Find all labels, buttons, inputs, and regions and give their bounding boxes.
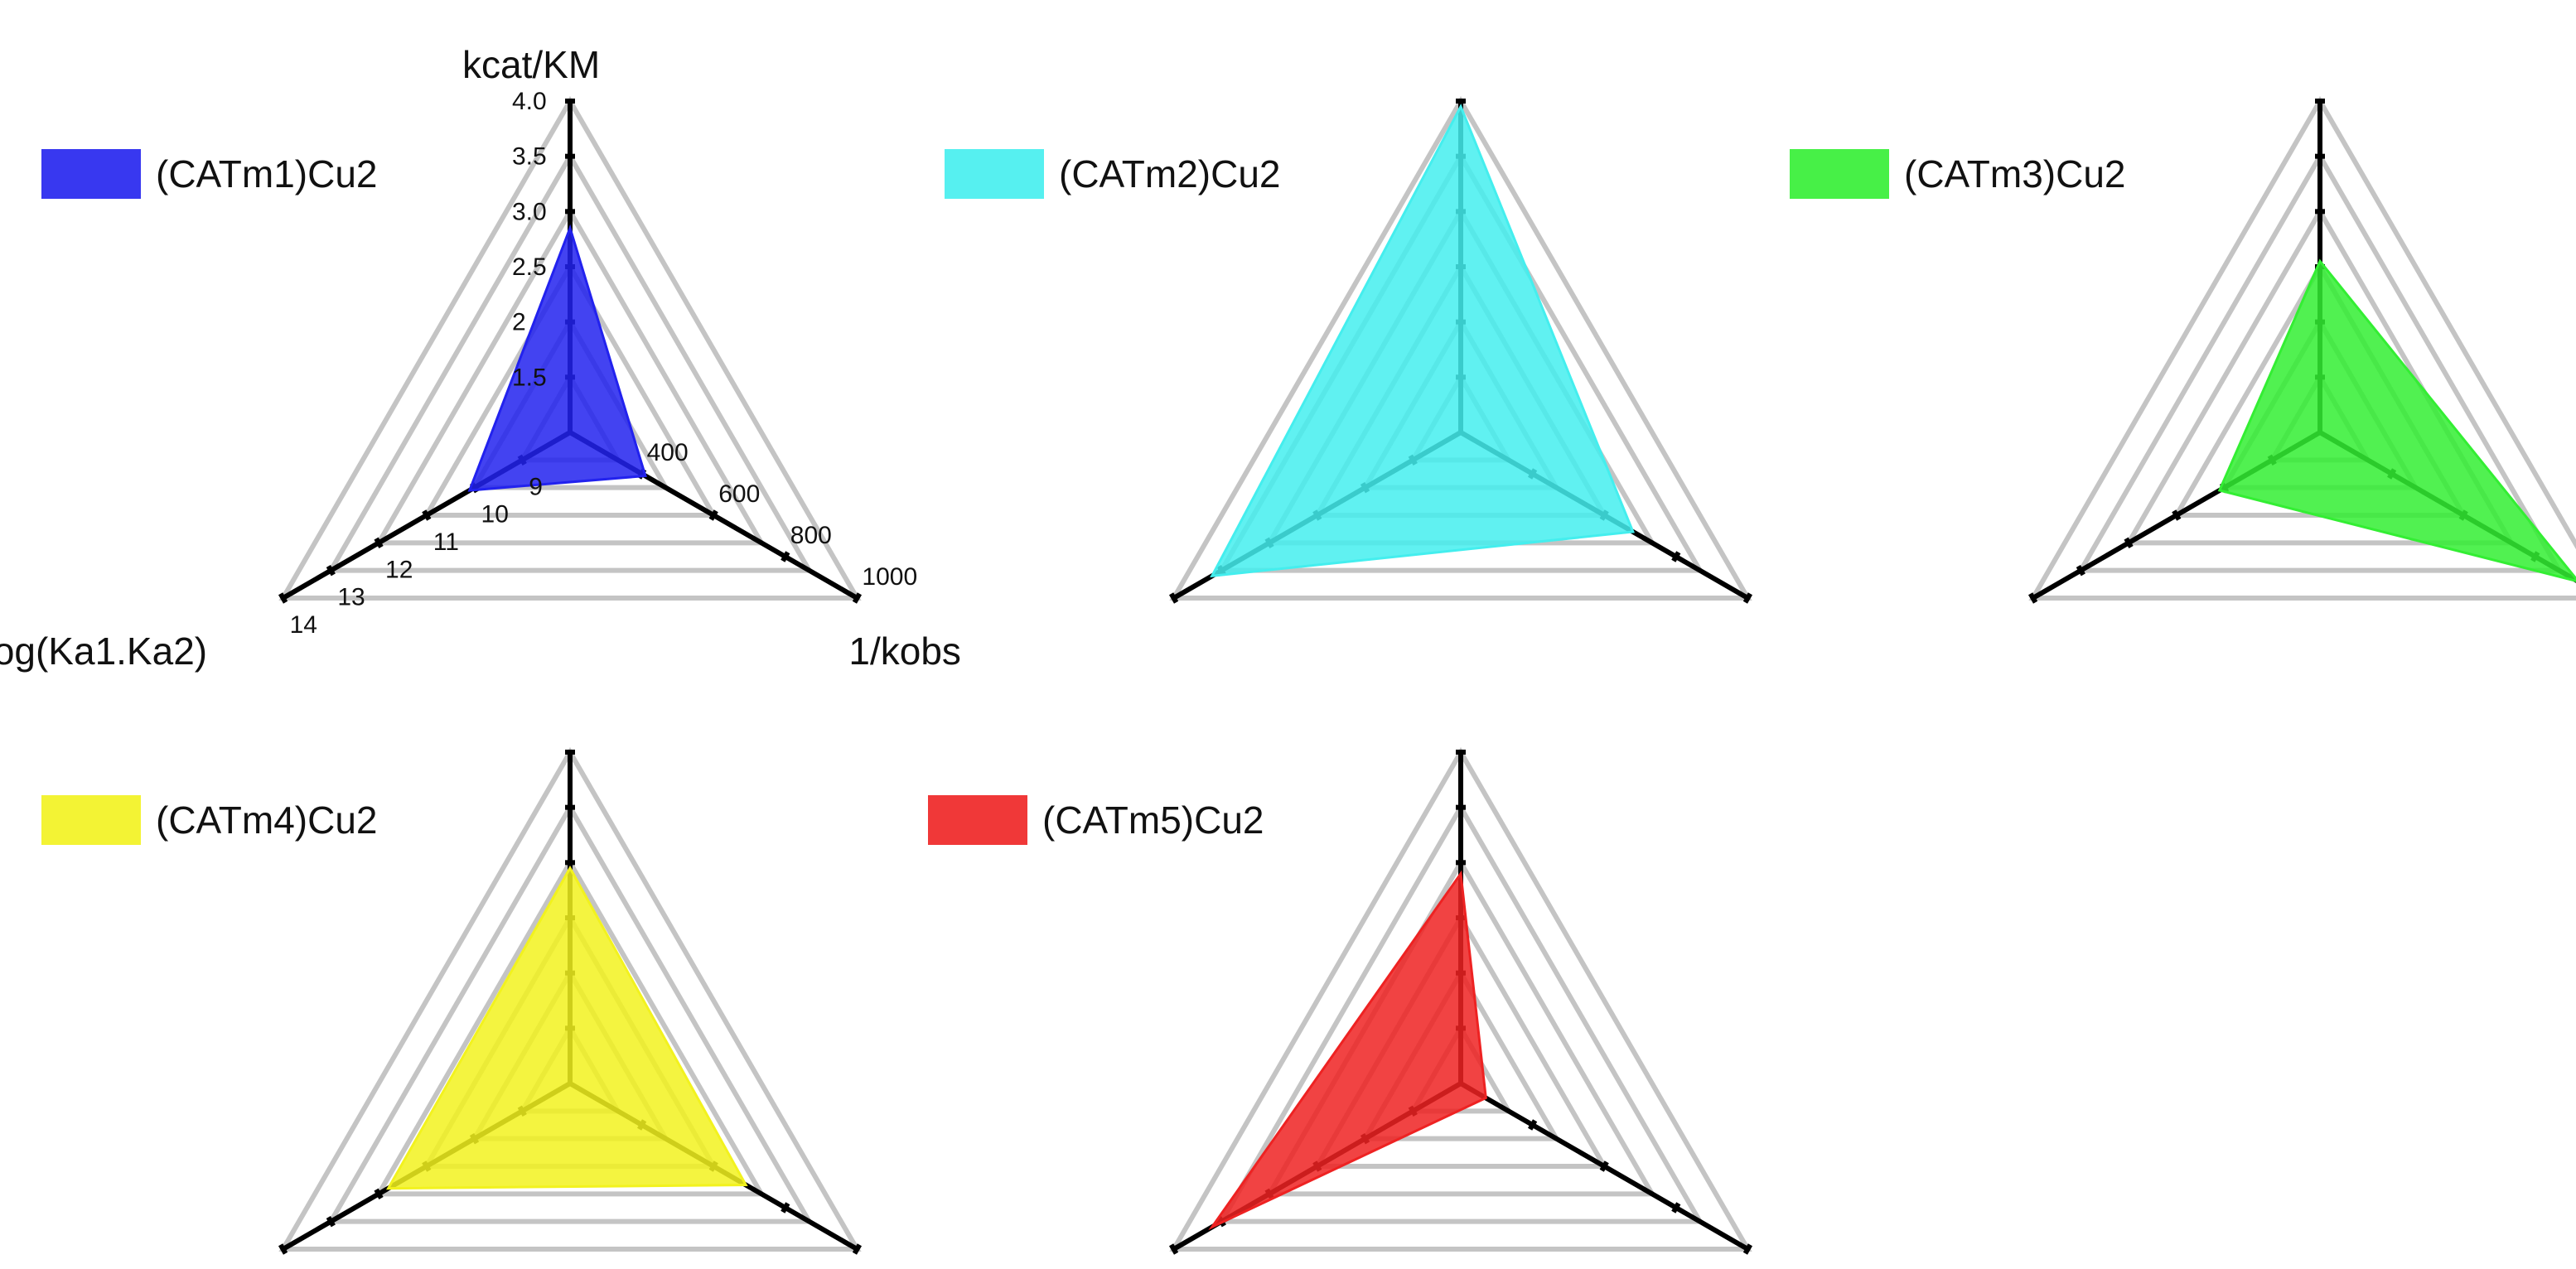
tick-label-kobs: 600 (718, 480, 760, 508)
series-area-2 (1210, 104, 1635, 578)
grid-ring (326, 802, 814, 1224)
grid-ring (2076, 151, 2564, 573)
axis-tick (1742, 1243, 1753, 1255)
radar-panel-3: (CATm3)Cu2 (1790, 95, 2576, 604)
axis-tick (2027, 592, 2038, 604)
legend-swatch (1790, 149, 1889, 199)
tick-label-kcat: 2 (512, 309, 526, 336)
legend-label: (CATm3)Cu2 (1904, 152, 2126, 195)
radar-panel-5: (CATm5)Cu2 (928, 746, 1753, 1255)
axis-tick (781, 551, 790, 562)
axis-tick (1168, 1243, 1179, 1255)
axis-tick (326, 1215, 336, 1228)
grid-ring (2028, 95, 2576, 601)
axis-title-log-ka: log(Ka1.Ka2) (0, 630, 207, 673)
axis-tick (2076, 564, 2085, 577)
tick-label-logka: 10 (481, 501, 509, 528)
series-area-1 (467, 224, 647, 492)
axis-tick (278, 1243, 288, 1255)
axis-tick (1168, 592, 1179, 604)
grid-ring (326, 151, 814, 573)
radar-panel-1: (CATm1)Cu2 kcat/KM 1/kobs log(Ka1.Ka2) 1.5 2 2… (0, 43, 961, 673)
tick-label-kobs: 400 (647, 439, 689, 466)
tick-label-logka: 9 (529, 473, 543, 500)
axis-tick (1671, 1202, 1681, 1214)
tick-label-logka: 14 (290, 611, 317, 639)
grid-ring (278, 746, 862, 1252)
axis-tick (422, 509, 432, 521)
grid-ring (1169, 746, 1752, 1252)
tick-label-logka: 12 (385, 556, 413, 583)
axis-tick (1528, 1119, 1538, 1131)
grid-ring (374, 206, 766, 546)
radar-panel-2: (CATm2)Cu2 (945, 95, 1753, 604)
tick-label-logka: 11 (433, 528, 459, 556)
grid-ring (422, 261, 718, 518)
tick-label-kcat: 3.0 (512, 198, 547, 225)
tick-label-logka: 13 (337, 584, 365, 611)
axis-tick (374, 537, 384, 549)
legend-label: (CATm1)Cu2 (156, 152, 378, 195)
tick-label-kobs: 1000 (862, 563, 917, 591)
axis-tick (2172, 509, 2182, 521)
axis-tick (1599, 1160, 1609, 1172)
axis-tick (708, 509, 718, 521)
legend-swatch (928, 795, 1027, 845)
tick-label-kobs: 800 (790, 522, 832, 549)
grid-ring (1217, 802, 1704, 1224)
tick-label-kcat: 1.5 (512, 364, 547, 391)
series-area-4 (386, 865, 748, 1190)
series-area-5 (1208, 870, 1487, 1231)
tick-label-kcat: 4.0 (512, 88, 547, 115)
grid-ring (278, 95, 862, 601)
axis-tick (1742, 592, 1753, 604)
grid-ring (1169, 95, 1752, 601)
axis-tick (278, 592, 288, 604)
axis-tick (852, 592, 863, 604)
legend-label: (CATm5)Cu2 (1042, 799, 1264, 842)
tick-label-kcat: 3.5 (512, 143, 547, 171)
legend-swatch (41, 795, 141, 845)
axis-tick (781, 1202, 790, 1214)
legend-label: (CATm4)Cu2 (156, 799, 378, 842)
legend-swatch (41, 149, 141, 199)
radar-panel-4: (CATm4)Cu2 (41, 746, 863, 1255)
axis-title-kcat-km: kcat/KM (462, 43, 600, 86)
axis-tick (852, 1243, 863, 1255)
series-area-3 (2217, 258, 2576, 582)
axis-tick (1671, 551, 1681, 562)
axis-title-1-kobs: 1/kobs (848, 630, 961, 673)
grid-ring (2124, 206, 2516, 546)
axis-tick (374, 1188, 384, 1200)
tick-label-kcat: 2.5 (512, 253, 547, 281)
legend-swatch (945, 149, 1044, 199)
legend-label: (CATm2)Cu2 (1059, 152, 1281, 195)
axis-tick (2124, 537, 2134, 549)
axis-tick (326, 564, 336, 577)
grid-ring (374, 857, 766, 1197)
